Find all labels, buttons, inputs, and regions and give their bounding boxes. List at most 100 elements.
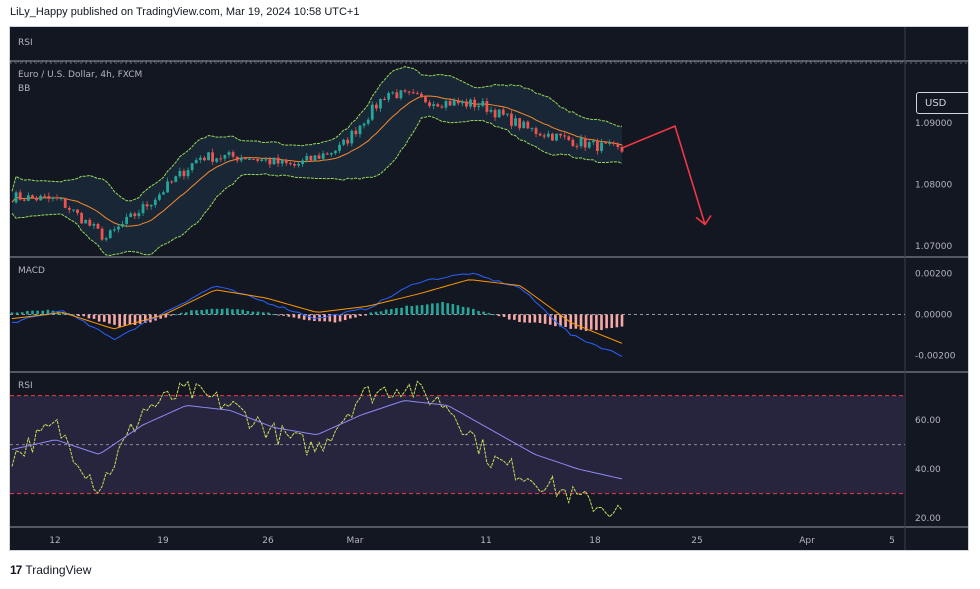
- price-axis-tick: 1.09000: [915, 119, 952, 129]
- macd-histogram-bar: [159, 314, 162, 319]
- candle-body: [207, 152, 210, 161]
- candle-body: [571, 139, 575, 147]
- macd-histogram-bar: [102, 314, 106, 322]
- macd-histogram-bar: [431, 303, 434, 315]
- macd-histogram-bar: [108, 314, 111, 324]
- macd-histogram-bar: [292, 314, 296, 318]
- macd-histogram-bar: [523, 314, 526, 323]
- macd-histogram-bar: [349, 314, 352, 319]
- candle-body: [342, 139, 346, 145]
- macd-histogram-bar: [128, 314, 132, 325]
- macd-histogram-bar: [82, 314, 86, 317]
- candle-body: [596, 140, 599, 152]
- macd-histogram-bar: [487, 312, 491, 315]
- candle-body: [505, 113, 509, 115]
- macd-histogram-bar: [41, 310, 45, 315]
- macd-line: [11, 272, 623, 357]
- rsi-ma-line: [11, 400, 623, 480]
- macd-histogram-bar: [415, 305, 419, 315]
- candle-body: [350, 130, 354, 144]
- candle-body: [440, 106, 444, 108]
- candle-body: [415, 93, 419, 95]
- macd-histogram-bar: [559, 314, 562, 327]
- candle-body: [162, 192, 165, 195]
- candle-body: [579, 138, 583, 147]
- macd-histogram-bar: [133, 314, 137, 325]
- chart-frame[interactable]: RSI Euro / U.S. Dollar, 4h, FXCM BB 1.09000…: [9, 26, 969, 551]
- macd-histogram-bar: [492, 314, 496, 316]
- candle-body: [178, 170, 182, 177]
- signal-line: [11, 279, 623, 344]
- macd-histogram-bar: [92, 314, 96, 319]
- macd-histogram-bar: [343, 314, 347, 321]
- candle-body: [334, 150, 337, 154]
- chart-canvas[interactable]: RSI Euro / U.S. Dollar, 4h, FXCM BB 1.09000…: [10, 27, 969, 551]
- macd-histogram-bar: [436, 303, 439, 315]
- candle-body: [305, 156, 309, 161]
- candle-body: [358, 125, 362, 135]
- macd-histogram-bar: [205, 309, 209, 315]
- candle-body: [215, 158, 219, 162]
- candle-body: [252, 158, 255, 160]
- candle-body: [248, 158, 251, 160]
- macd-histogram-bar: [333, 314, 337, 323]
- macd-histogram-bar: [456, 305, 460, 315]
- macd-histogram-bar: [210, 308, 214, 315]
- candle-body: [235, 156, 239, 161]
- candle-body: [530, 128, 534, 130]
- macd-histogram-bar: [164, 314, 168, 318]
- candle-body: [567, 136, 571, 140]
- macd-histogram-bar: [138, 314, 142, 324]
- x-axis-tick: 18: [589, 536, 601, 546]
- footer-brand[interactable]: TradingView: [25, 563, 92, 577]
- candle-body: [411, 92, 415, 94]
- rsi-axis-tick: 60.00: [915, 416, 941, 426]
- candle-body: [309, 156, 313, 161]
- macd-histogram-bar: [87, 314, 91, 319]
- candle-body: [321, 153, 325, 159]
- candle-body: [362, 123, 366, 126]
- candle-body: [18, 192, 22, 200]
- macd-histogram-bar: [595, 314, 598, 331]
- candle-body: [387, 93, 391, 100]
- macd-histogram-bar: [10, 312, 14, 315]
- macd-histogram-bar: [297, 314, 301, 319]
- x-axis-tick: 11: [480, 536, 491, 546]
- candle-body: [272, 157, 276, 165]
- bb-legend: BB: [18, 84, 30, 94]
- rsi-axis-tick: 20.00: [915, 514, 941, 524]
- macd-axis-tick: -0.00200: [915, 352, 956, 362]
- candle-body: [526, 121, 530, 129]
- macd-histogram-bar: [482, 311, 485, 315]
- macd-histogram-bar: [579, 314, 583, 330]
- candle-body: [280, 159, 284, 164]
- macd-histogram-bar: [410, 306, 414, 315]
- macd-histogram-bar: [225, 308, 229, 315]
- price-axis-tick: 1.08000: [915, 180, 952, 190]
- macd-histogram-bar: [477, 311, 480, 315]
- candle-body: [497, 109, 501, 118]
- x-axis-tick: Mar: [347, 536, 364, 546]
- candle-body: [317, 155, 321, 159]
- macd-histogram-bar: [605, 314, 608, 329]
- tradingview-logo-icon: 17: [10, 563, 22, 577]
- candle-body: [460, 101, 464, 104]
- macd-histogram-bar: [451, 304, 455, 315]
- x-axis-tick: Apr: [799, 536, 815, 546]
- macd-histogram-bar: [15, 312, 19, 315]
- macd-histogram-bar: [466, 307, 470, 315]
- candle-body: [96, 224, 100, 229]
- candle-body: [419, 93, 423, 97]
- candle-body: [145, 204, 149, 207]
- candle-body: [288, 163, 292, 165]
- candle-body: [538, 133, 542, 136]
- candle-body: [366, 119, 370, 124]
- candle-body: [493, 109, 497, 118]
- macd-histogram-bar: [77, 314, 80, 317]
- candle-body: [264, 159, 268, 161]
- candle-body: [608, 142, 612, 144]
- macd-histogram-bar: [26, 310, 29, 315]
- currency-badge[interactable]: USD: [916, 92, 968, 114]
- candle-body: [473, 99, 477, 108]
- macd-histogram-bar: [554, 314, 557, 327]
